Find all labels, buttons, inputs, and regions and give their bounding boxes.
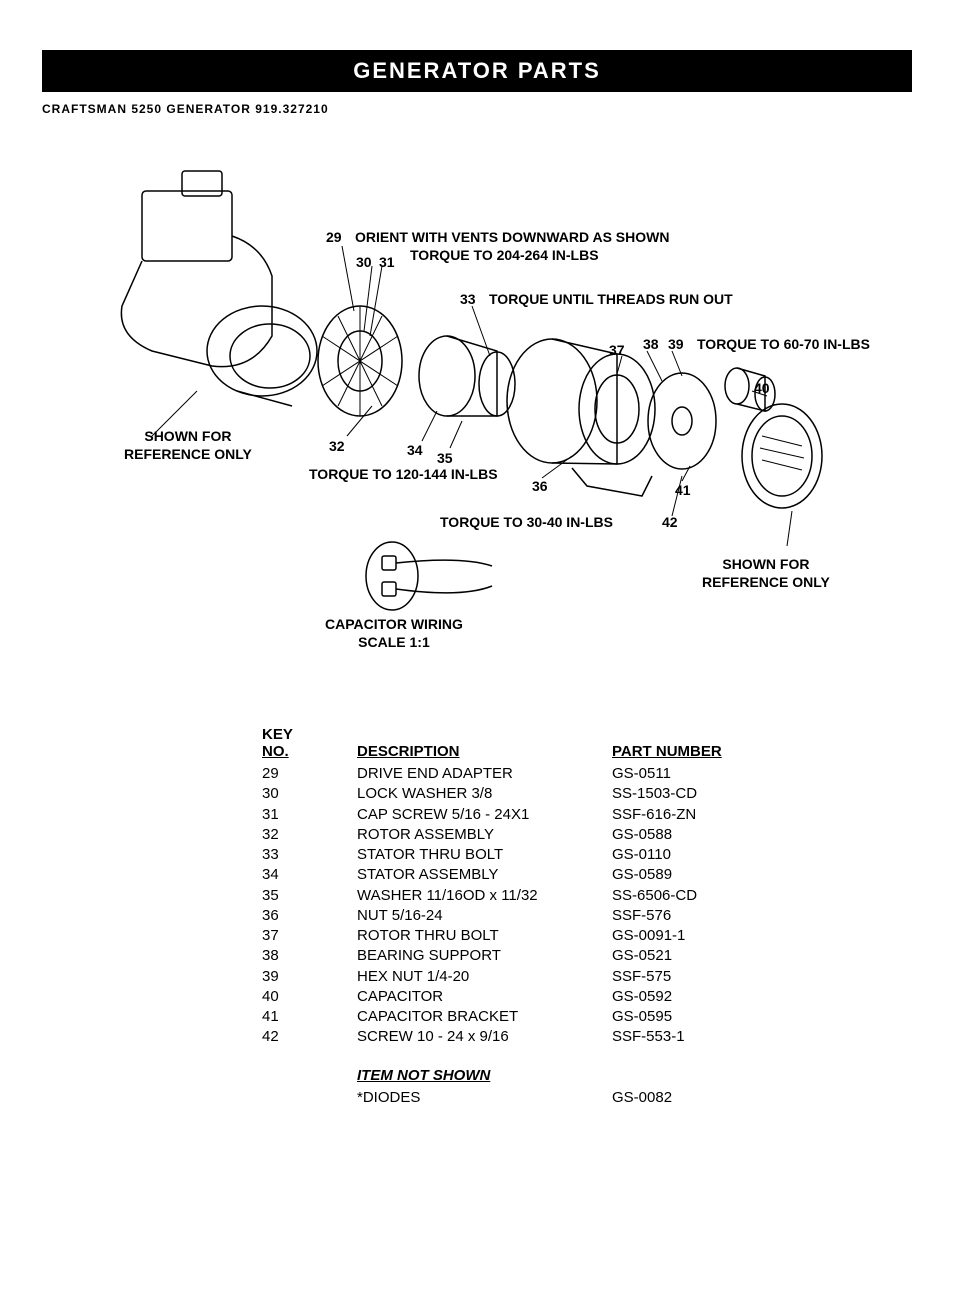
cell-description: DRIVE END ADAPTER — [357, 764, 612, 784]
cell-key: 35 — [262, 886, 357, 906]
table-row: 34STATOR ASSEMBLYGS-0589 — [262, 865, 954, 885]
cell-description: STATOR THRU BOLT — [357, 845, 612, 865]
cell-description: WASHER 11/16OD x 11/32 — [357, 886, 612, 906]
callout-33: 33 — [460, 291, 476, 307]
callout-37: 37 — [609, 342, 625, 358]
callout-34: 34 — [407, 442, 423, 458]
cell-key: 40 — [262, 987, 357, 1007]
table-row: *DIODESGS-0082 — [262, 1088, 954, 1108]
page-title-bar: GENERATOR PARTS — [42, 50, 912, 92]
cell-key — [262, 1088, 357, 1108]
callout-35: 35 — [437, 450, 453, 466]
cell-part-number: SS-6506-CD — [612, 886, 772, 906]
table-row: 33STATOR THRU BOLTGS-0110 — [262, 845, 954, 865]
header-key: KEY NO. — [262, 726, 357, 760]
cell-part-number: GS-0511 — [612, 764, 772, 784]
cell-description: *DIODES — [357, 1088, 612, 1108]
table-row: 32ROTOR ASSEMBLYGS-0588 — [262, 825, 954, 845]
cell-part-number: GS-0592 — [612, 987, 772, 1007]
cell-key: 36 — [262, 906, 357, 926]
cell-key: 41 — [262, 1007, 357, 1027]
note-reference-left: SHOWN FOR REFERENCE ONLY — [124, 428, 252, 463]
cell-part-number: GS-0588 — [612, 825, 772, 845]
cell-description: BEARING SUPPORT — [357, 946, 612, 966]
cell-key: 42 — [262, 1027, 357, 1047]
cell-description: SCREW 10 - 24 x 9/16 — [357, 1027, 612, 1047]
table-row: 29DRIVE END ADAPTERGS-0511 — [262, 764, 954, 784]
callout-38: 38 — [643, 336, 659, 352]
cell-description: CAP SCREW 5/16 - 24X1 — [357, 805, 612, 825]
cell-description: CAPACITOR BRACKET — [357, 1007, 612, 1027]
cell-part-number: SSF-553-1 — [612, 1027, 772, 1047]
table-row: 42SCREW 10 - 24 x 9/16SSF-553-1 — [262, 1027, 954, 1047]
cell-key: 34 — [262, 865, 357, 885]
table-header: KEY NO. DESCRIPTION PART NUMBER — [262, 726, 954, 760]
table-row: 36NUT 5/16-24SSF-576 — [262, 906, 954, 926]
note-torque-120144: TORQUE TO 120-144 IN-LBS — [309, 466, 498, 482]
callout-39: 39 — [668, 336, 684, 352]
cell-part-number: GS-0110 — [612, 845, 772, 865]
item-not-shown-header: ITEM NOT SHOWN — [357, 1066, 612, 1086]
callout-32: 32 — [329, 438, 345, 454]
callout-40: 40 — [754, 380, 770, 396]
subheader-row: ITEM NOT SHOWN — [262, 1048, 954, 1088]
cell-part-number: GS-0521 — [612, 946, 772, 966]
note-torque-threads: TORQUE UNTIL THREADS RUN OUT — [489, 291, 733, 307]
table-row: 30LOCK WASHER 3/8SS-1503-CD — [262, 784, 954, 804]
cell-key: 29 — [262, 764, 357, 784]
callout-36: 36 — [532, 478, 548, 494]
table-row: 35WASHER 11/16OD x 11/32SS-6506-CD — [262, 886, 954, 906]
table-row: 38BEARING SUPPORTGS-0521 — [262, 946, 954, 966]
table-row: 37ROTOR THRU BOLTGS-0091-1 — [262, 926, 954, 946]
model-subtitle: CRAFTSMAN 5250 GENERATOR 919.327210 — [42, 102, 954, 116]
cell-key: 30 — [262, 784, 357, 804]
note-torque-3040: TORQUE TO 30-40 IN-LBS — [440, 514, 613, 530]
cell-part-number: SS-1503-CD — [612, 784, 772, 804]
cell-description: ROTOR THRU BOLT — [357, 926, 612, 946]
header-description: DESCRIPTION — [357, 726, 612, 760]
cell-description: ROTOR ASSEMBLY — [357, 825, 612, 845]
cell-key: 33 — [262, 845, 357, 865]
cell-key: 31 — [262, 805, 357, 825]
note-reference-right: SHOWN FOR REFERENCE ONLY — [702, 556, 830, 591]
cell-part-number: GS-0595 — [612, 1007, 772, 1027]
cell-key: 32 — [262, 825, 357, 845]
cell-part-number: SSF-575 — [612, 967, 772, 987]
cell-description: CAPACITOR — [357, 987, 612, 1007]
cell-description: NUT 5/16-24 — [357, 906, 612, 926]
cell-description: STATOR ASSEMBLY — [357, 865, 612, 885]
cell-part-number: SSF-616-ZN — [612, 805, 772, 825]
page-title: GENERATOR PARTS — [353, 58, 601, 83]
note-capacitor-wiring: CAPACITOR WIRING SCALE 1:1 — [325, 616, 463, 651]
cell-part-number: GS-0082 — [612, 1088, 772, 1108]
cell-description: LOCK WASHER 3/8 — [357, 784, 612, 804]
callout-42: 42 — [662, 514, 678, 530]
cell-description: HEX NUT 1/4-20 — [357, 967, 612, 987]
cell-key: 39 — [262, 967, 357, 987]
cell-key: 37 — [262, 926, 357, 946]
parts-table: KEY NO. DESCRIPTION PART NUMBER 29DRIVE … — [262, 726, 954, 1108]
exploded-diagram: 29 30 31 33 37 38 39 40 32 34 35 36 41 4… — [42, 136, 912, 666]
header-part-number: PART NUMBER — [612, 726, 772, 760]
cell-key: 38 — [262, 946, 357, 966]
table-row: 39HEX NUT 1/4-20SSF-575 — [262, 967, 954, 987]
table-row: 31CAP SCREW 5/16 - 24X1SSF-616-ZN — [262, 805, 954, 825]
callout-41: 41 — [675, 482, 691, 498]
cell-part-number: SSF-576 — [612, 906, 772, 926]
note-orient: ORIENT WITH VENTS DOWNWARD AS SHOWN TORQ… — [355, 229, 669, 264]
cell-part-number: GS-0091-1 — [612, 926, 772, 946]
callout-29: 29 — [326, 229, 342, 245]
cell-part-number: GS-0589 — [612, 865, 772, 885]
table-row: 41CAPACITOR BRACKETGS-0595 — [262, 1007, 954, 1027]
note-torque-6070: TORQUE TO 60-70 IN-LBS — [697, 336, 870, 352]
table-row: 40CAPACITORGS-0592 — [262, 987, 954, 1007]
